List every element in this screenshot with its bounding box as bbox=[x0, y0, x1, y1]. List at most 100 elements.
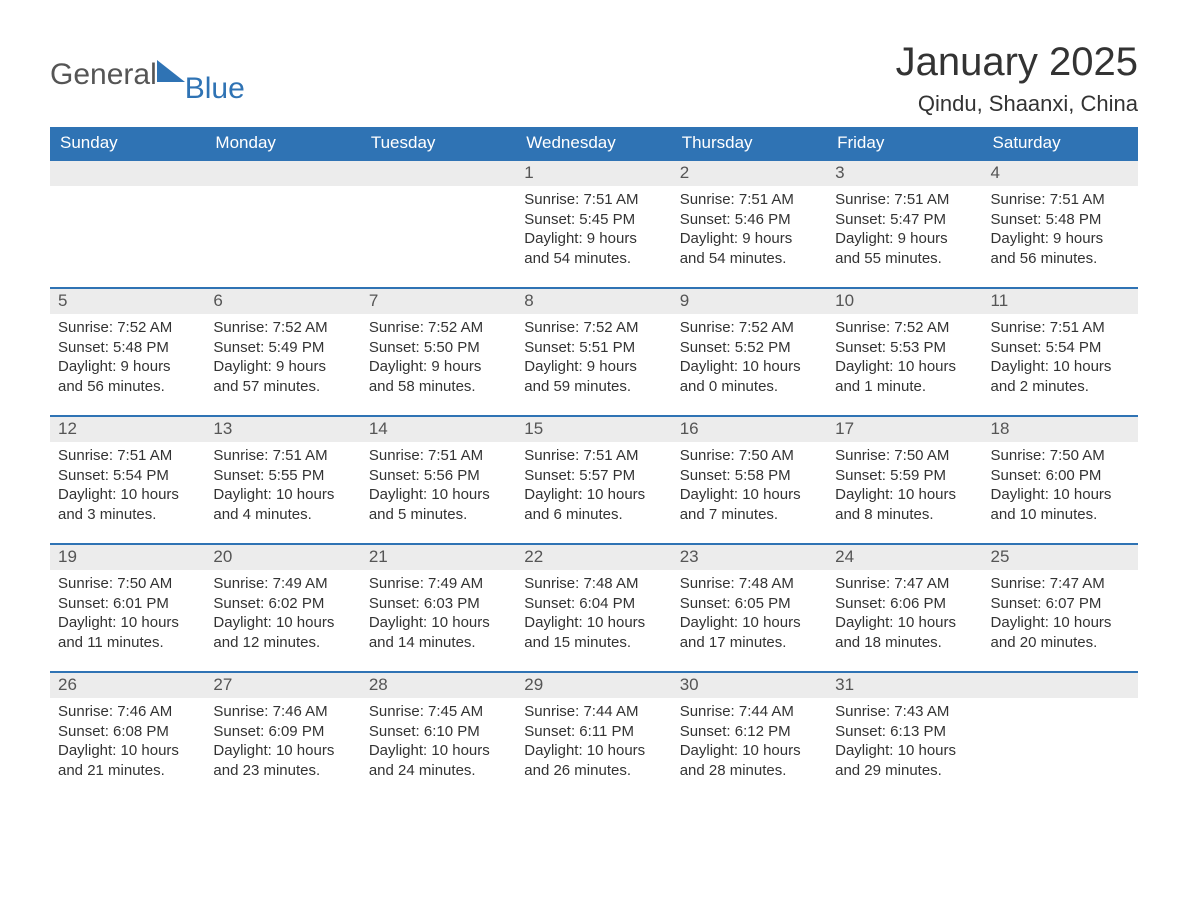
daylight-text-1: Daylight: 10 hours bbox=[524, 741, 663, 761]
sunset-text: Sunset: 5:54 PM bbox=[991, 338, 1130, 358]
day-details: Sunrise: 7:51 AMSunset: 5:54 PMDaylight:… bbox=[983, 314, 1138, 404]
calendar-day-cell: 5Sunrise: 7:52 AMSunset: 5:48 PMDaylight… bbox=[50, 288, 205, 416]
calendar-day-cell: 1Sunrise: 7:51 AMSunset: 5:45 PMDaylight… bbox=[516, 160, 671, 288]
daylight-text-1: Daylight: 9 hours bbox=[835, 229, 974, 249]
daylight-text-2: and 54 minutes. bbox=[680, 249, 819, 269]
weekday-header: Monday bbox=[205, 127, 360, 160]
calendar-day-cell: 24Sunrise: 7:47 AMSunset: 6:06 PMDayligh… bbox=[827, 544, 982, 672]
day-number: 2 bbox=[672, 161, 827, 186]
sunset-text: Sunset: 5:52 PM bbox=[680, 338, 819, 358]
daylight-text-2: and 4 minutes. bbox=[213, 505, 352, 525]
header: General Blue January 2025 Qindu, Shaanxi… bbox=[50, 40, 1138, 117]
sunrise-text: Sunrise: 7:51 AM bbox=[524, 190, 663, 210]
day-number: 7 bbox=[361, 289, 516, 314]
sunset-text: Sunset: 5:48 PM bbox=[58, 338, 197, 358]
calendar-empty-cell bbox=[983, 672, 1138, 800]
sunrise-text: Sunrise: 7:44 AM bbox=[680, 702, 819, 722]
sunset-text: Sunset: 5:46 PM bbox=[680, 210, 819, 230]
calendar-week-row: 5Sunrise: 7:52 AMSunset: 5:48 PMDaylight… bbox=[50, 288, 1138, 416]
daylight-text-2: and 56 minutes. bbox=[58, 377, 197, 397]
daylight-text-1: Daylight: 10 hours bbox=[213, 485, 352, 505]
sunrise-text: Sunrise: 7:52 AM bbox=[58, 318, 197, 338]
sunrise-text: Sunrise: 7:50 AM bbox=[680, 446, 819, 466]
daylight-text-2: and 2 minutes. bbox=[991, 377, 1130, 397]
calendar-day-cell: 2 Sunrise: 7:51 AMSunset: 5:46 PMDaylight… bbox=[672, 160, 827, 288]
sunrise-text: Sunrise: 7:48 AM bbox=[524, 574, 663, 594]
day-number: 17 bbox=[827, 417, 982, 442]
sunrise-text: Sunrise: 7:51 AM bbox=[213, 446, 352, 466]
day-number-empty bbox=[205, 161, 360, 186]
calendar-day-cell: 10Sunrise: 7:52 AMSunset: 5:53 PMDayligh… bbox=[827, 288, 982, 416]
sunset-text: Sunset: 5:58 PM bbox=[680, 466, 819, 486]
sunrise-text: Sunrise: 7:50 AM bbox=[58, 574, 197, 594]
daylight-text-1: Daylight: 10 hours bbox=[835, 741, 974, 761]
sunset-text: Sunset: 6:05 PM bbox=[680, 594, 819, 614]
sunrise-text: Sunrise: 7:51 AM bbox=[991, 190, 1130, 210]
daylight-text-2: and 20 minutes. bbox=[991, 633, 1130, 653]
sunrise-text: Sunrise: 7:46 AM bbox=[213, 702, 352, 722]
day-number: 1 bbox=[516, 161, 671, 186]
day-number: 29 bbox=[516, 673, 671, 698]
daylight-text-1: Daylight: 10 hours bbox=[369, 741, 508, 761]
calendar-day-cell: 28Sunrise: 7:45 AMSunset: 6:10 PMDayligh… bbox=[361, 672, 516, 800]
daylight-text-2: and 54 minutes. bbox=[524, 249, 663, 269]
logo: General Blue bbox=[50, 40, 249, 92]
day-number: 21 bbox=[361, 545, 516, 570]
logo-text-blue: Blue bbox=[185, 72, 245, 106]
sunset-text: Sunset: 5:51 PM bbox=[524, 338, 663, 358]
calendar-day-cell: 19Sunrise: 7:50 AMSunset: 6:01 PMDayligh… bbox=[50, 544, 205, 672]
title-block: January 2025 Qindu, Shaanxi, China bbox=[896, 40, 1138, 117]
daylight-text-2: and 12 minutes. bbox=[213, 633, 352, 653]
daylight-text-1: Daylight: 9 hours bbox=[680, 229, 819, 249]
daylight-text-2: and 28 minutes. bbox=[680, 761, 819, 781]
day-details: Sunrise: 7:43 AMSunset: 6:13 PMDaylight:… bbox=[827, 698, 982, 788]
day-number: 26 bbox=[50, 673, 205, 698]
daylight-text-1: Daylight: 9 hours bbox=[524, 229, 663, 249]
calendar-week-row: 19Sunrise: 7:50 AMSunset: 6:01 PMDayligh… bbox=[50, 544, 1138, 672]
daylight-text-2: and 7 minutes. bbox=[680, 505, 819, 525]
day-number: 14 bbox=[361, 417, 516, 442]
day-details: Sunrise: 7:52 AMSunset: 5:49 PMDaylight:… bbox=[205, 314, 360, 404]
sunset-text: Sunset: 5:53 PM bbox=[835, 338, 974, 358]
calendar-day-cell: 22Sunrise: 7:48 AMSunset: 6:04 PMDayligh… bbox=[516, 544, 671, 672]
sunrise-text: Sunrise: 7:51 AM bbox=[680, 190, 819, 210]
calendar-day-cell: 30Sunrise: 7:44 AMSunset: 6:12 PMDayligh… bbox=[672, 672, 827, 800]
weekday-header: Wednesday bbox=[516, 127, 671, 160]
day-number: 24 bbox=[827, 545, 982, 570]
day-number: 30 bbox=[672, 673, 827, 698]
sunrise-text: Sunrise: 7:52 AM bbox=[524, 318, 663, 338]
calendar-week-row: 1Sunrise: 7:51 AMSunset: 5:45 PMDaylight… bbox=[50, 160, 1138, 288]
sunrise-text: Sunrise: 7:43 AM bbox=[835, 702, 974, 722]
day-details: Sunrise: 7:50 AMSunset: 6:01 PMDaylight:… bbox=[50, 570, 205, 660]
day-number: 31 bbox=[827, 673, 982, 698]
weekday-header: Sunday bbox=[50, 127, 205, 160]
calendar-day-cell: 3Sunrise: 7:51 AMSunset: 5:47 PMDaylight… bbox=[827, 160, 982, 288]
sunset-text: Sunset: 5:59 PM bbox=[835, 466, 974, 486]
daylight-text-1: Daylight: 9 hours bbox=[991, 229, 1130, 249]
calendar-day-cell: 8Sunrise: 7:52 AMSunset: 5:51 PMDaylight… bbox=[516, 288, 671, 416]
daylight-text-2: and 6 minutes. bbox=[524, 505, 663, 525]
daylight-text-2: and 55 minutes. bbox=[835, 249, 974, 269]
calendar-day-cell: 6Sunrise: 7:52 AMSunset: 5:49 PMDaylight… bbox=[205, 288, 360, 416]
day-number: 4 bbox=[983, 161, 1138, 186]
calendar-day-cell: 29Sunrise: 7:44 AMSunset: 6:11 PMDayligh… bbox=[516, 672, 671, 800]
daylight-text-1: Daylight: 10 hours bbox=[991, 357, 1130, 377]
day-number-empty bbox=[983, 673, 1138, 698]
daylight-text-2: and 26 minutes. bbox=[524, 761, 663, 781]
calendar-week-row: 26Sunrise: 7:46 AMSunset: 6:08 PMDayligh… bbox=[50, 672, 1138, 800]
sunset-text: Sunset: 6:12 PM bbox=[680, 722, 819, 742]
day-details: Sunrise: 7:46 AMSunset: 6:08 PMDaylight:… bbox=[50, 698, 205, 788]
daylight-text-1: Daylight: 10 hours bbox=[991, 613, 1130, 633]
calendar-day-cell: 23Sunrise: 7:48 AMSunset: 6:05 PMDayligh… bbox=[672, 544, 827, 672]
sunset-text: Sunset: 6:00 PM bbox=[991, 466, 1130, 486]
day-details: Sunrise: 7:52 AMSunset: 5:51 PMDaylight:… bbox=[516, 314, 671, 404]
logo-text-general: General bbox=[50, 58, 157, 92]
daylight-text-1: Daylight: 10 hours bbox=[524, 485, 663, 505]
sunrise-text: Sunrise: 7:49 AM bbox=[213, 574, 352, 594]
daylight-text-1: Daylight: 10 hours bbox=[369, 485, 508, 505]
sunset-text: Sunset: 5:48 PM bbox=[991, 210, 1130, 230]
sunset-text: Sunset: 6:08 PM bbox=[58, 722, 197, 742]
sunset-text: Sunset: 5:49 PM bbox=[213, 338, 352, 358]
day-number: 13 bbox=[205, 417, 360, 442]
daylight-text-2: and 11 minutes. bbox=[58, 633, 197, 653]
